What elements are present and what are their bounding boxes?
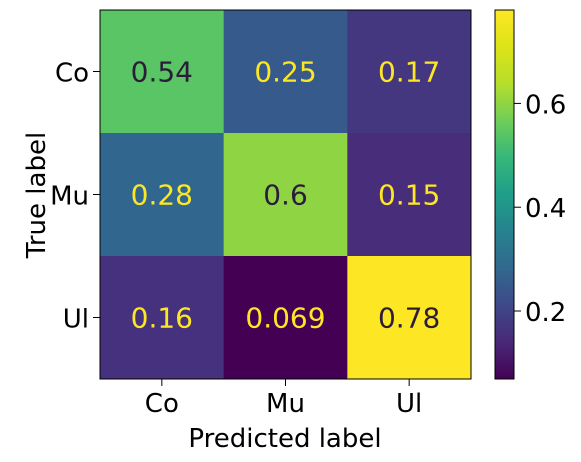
cell-value-label: 0.17 xyxy=(378,56,440,89)
heatmap-cell xyxy=(100,10,225,134)
y-axis-label: True label xyxy=(22,132,52,259)
heatmap-cell xyxy=(347,256,472,380)
x-tick-label: Co xyxy=(145,389,179,419)
x-axis-ticks: Co Mu Ul xyxy=(145,379,422,419)
heatmap-cells xyxy=(100,10,472,380)
colorbar-tick-label: 0.6 xyxy=(525,90,566,120)
colorbar-tick-label: 0.4 xyxy=(525,194,566,224)
colorbar-tick-label: 0.2 xyxy=(525,298,566,328)
heatmap-cell xyxy=(223,10,348,134)
cell-value-label: 0.6 xyxy=(263,179,308,212)
heatmap-cell xyxy=(100,256,225,380)
x-tick-label: Ul xyxy=(396,389,422,419)
heatmap-cell xyxy=(223,256,348,380)
y-tick-label: Co xyxy=(55,59,89,89)
colorbar: 0.2 0.4 0.6 xyxy=(494,9,566,380)
y-tick-label: Mu xyxy=(50,182,89,212)
cell-value-label: 0.15 xyxy=(378,179,440,212)
cell-value-label: 0.28 xyxy=(131,179,193,212)
x-tick-label: Mu xyxy=(266,389,305,419)
cell-value-label: 0.54 xyxy=(131,56,193,89)
colorbar-ticks: 0.2 0.4 0.6 xyxy=(514,90,566,328)
y-axis-ticks: Co Mu Ul xyxy=(50,59,100,335)
cell-value-label: 0.25 xyxy=(254,56,316,89)
heatmap-cell-labels: 0.54 0.25 0.17 0.28 0.6 0.15 0.16 0.069 0.78 xyxy=(131,56,441,335)
x-axis-label: Predicted label xyxy=(188,424,381,454)
heatmap-cell xyxy=(223,133,348,257)
heatmap-cell xyxy=(347,133,472,257)
heatmap-cell xyxy=(347,10,472,134)
cell-value-label: 0.16 xyxy=(131,302,193,335)
heatmap-cell xyxy=(100,133,225,257)
colorbar-gradient xyxy=(494,9,515,380)
cell-value-label: 0.78 xyxy=(378,302,440,335)
y-tick-label: Ul xyxy=(63,305,89,335)
cell-value-label: 0.069 xyxy=(245,302,325,335)
